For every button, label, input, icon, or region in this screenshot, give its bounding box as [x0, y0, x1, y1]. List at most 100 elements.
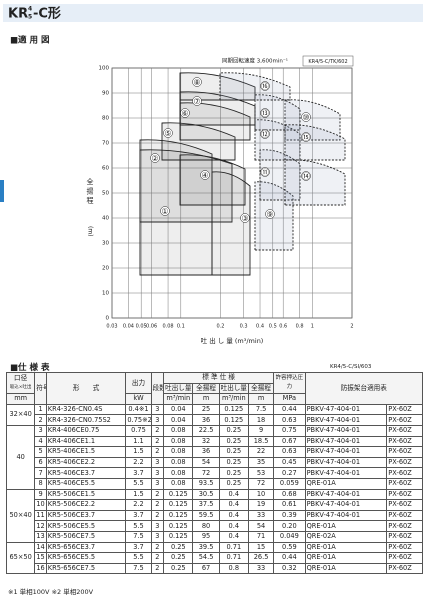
table-cell: QRE-01A [304, 562, 388, 575]
table-cell: QRE-01A [304, 477, 388, 490]
x-tick-label: 0.5 [269, 324, 277, 330]
table-cell: 2 [150, 435, 165, 448]
table-cell: PX-60Z [386, 435, 423, 448]
table-cell: 13 [34, 530, 47, 543]
table-cell: 59.5 [192, 509, 220, 522]
table-cell: 0.32 [273, 562, 306, 575]
table-cell: 50×40 [5, 488, 36, 543]
table-cell: 3 [150, 477, 165, 490]
table-row: 4 KR4-406CE1.1 1.1 2 0.08 32 0.25 18.5 0.67 PBKV-… [7, 435, 423, 448]
spec-code: KR4/5-C/SI/603 [330, 364, 372, 370]
table-cell: 30.5 [192, 488, 220, 501]
section-title: ■適 用 図 [10, 35, 49, 46]
table-cell: 80 [192, 520, 220, 532]
application-region [254, 94, 301, 131]
header-cell: 吐出し量 [218, 382, 249, 395]
table-cell: 2 [150, 446, 165, 458]
table-cell: PX-60Z [386, 467, 423, 479]
header-cell: 全揚程 [192, 382, 220, 395]
x-tick-label: 0.2 [216, 324, 224, 330]
table-cell: 0.08 [163, 456, 194, 469]
y-tick-label: 40 [102, 216, 109, 222]
table-cell: 53 [247, 467, 275, 479]
table-cell: 0.71 [218, 552, 249, 564]
table-row: 7 KR5-406CE3.7 3.7 3 0.08 72 0.25 53 0.27 PBKV-47… [7, 467, 423, 479]
table-cell: 7 [34, 467, 47, 479]
region-label: ⑭ [302, 172, 310, 181]
region-label: ⑧ [193, 78, 200, 87]
table-cell: 0.125 [163, 530, 194, 543]
table-cell: PX-60Z [386, 541, 423, 554]
title-band [3, 4, 423, 22]
table-cell: 25 [192, 403, 220, 416]
table-cell: 0.08 [163, 424, 194, 437]
table-cell: 40 [5, 424, 36, 490]
table-cell: PX-60Z [386, 403, 423, 416]
table-cell: 72 [192, 467, 220, 479]
table-cell: 19 [247, 499, 275, 511]
table-row: 11 KR5-506CE3.7 3.7 2 0.125 59.5 0.4 33 0.39 PBKV… [7, 509, 423, 522]
table-cell: 26.5 [247, 552, 275, 564]
table-cell: KR4-406CE0.75 [45, 424, 127, 437]
x-tick-label: 0.8 [296, 324, 304, 330]
table-cell: 3.7 [125, 467, 152, 479]
table-cell: 8 [34, 477, 47, 490]
region-marker [265, 209, 275, 219]
region-label: ⑯ [261, 82, 269, 91]
table-cell: 67 [192, 562, 220, 575]
table-cell: 16 [34, 562, 47, 575]
region-label: ⑩ [302, 113, 309, 122]
header-cell: kW [125, 393, 152, 405]
region-label: ① [161, 207, 168, 216]
table-cell: 14 [34, 541, 47, 554]
table-cell: 54 [247, 520, 275, 532]
table-cell: 0.44 [273, 552, 306, 564]
table-cell: QRE-01A [304, 552, 388, 564]
table-cell: 0.63 [273, 414, 306, 426]
x-tick-label: 1 [311, 324, 314, 330]
table-cell: PX-60Z [386, 446, 423, 458]
header-cell: 形 式 [45, 372, 127, 405]
table-cell: 22 [247, 446, 275, 458]
y-tick-label: 30 [102, 241, 109, 247]
table-cell: PBKV-47-404-01 [304, 467, 388, 479]
table-cell: 18.5 [247, 435, 275, 448]
table-row: 13 KR5-506CE7.5 7.5 3 0.125 95 0.4 71 0.049 QRE-0… [7, 530, 423, 543]
y-tick-label: 10 [102, 291, 109, 297]
table-cell: KR4-326-CN0.4S [45, 403, 127, 416]
title-suffix: -C形 [33, 7, 61, 22]
table-cell: 10 [34, 499, 47, 511]
region-marker [163, 128, 173, 138]
table-cell: 0.67 [273, 435, 306, 448]
header-cell: m [247, 393, 275, 405]
table-cell: KR5-506CE7.5 [45, 530, 127, 543]
table-cell: 0.4※1 [125, 403, 152, 416]
table-row: 40 3 KR4-406CE0.75 0.75 2 0.08 22.5 0.25 9 0.75 PB… [5, 424, 423, 490]
table-cell: QRE-01A [304, 541, 388, 554]
table-cell: 0.08 [163, 446, 194, 458]
region-label: ④ [201, 171, 208, 180]
table-cell: 65×50 [5, 541, 36, 575]
table-cell: 37.5 [192, 499, 220, 511]
table-cell: 72 [247, 477, 275, 490]
table-cell: 33 [247, 509, 275, 522]
table-cell: 0.125 [163, 499, 194, 511]
table-cell: PBKV-47-404-01 [304, 403, 388, 416]
table-cell: 0.08 [163, 467, 194, 479]
header-cell: 符号 [34, 372, 47, 405]
x-tick-label: 2 [350, 324, 353, 330]
table-cell: 15 [34, 552, 47, 564]
region-label: ② [151, 154, 158, 163]
header-cell: 口径 吸込×吐出 [5, 371, 36, 395]
x-tick-label: 0.6 [279, 324, 287, 330]
y-axis-label: 全 揚 程 [86, 177, 94, 204]
application-region [259, 149, 301, 201]
region-marker [260, 108, 270, 118]
region-marker [200, 170, 210, 180]
chart: KR 4 5 -C形 ■適 用 図 同期回転速度 3,600min⁻¹ KR4/… [3, 4, 423, 345]
table-cell: 5 [34, 446, 47, 458]
table-cell: 2 [150, 488, 165, 501]
footnote: ※1 単相100V ※2 単相200V [8, 588, 94, 596]
table-cell: 5.5 [125, 477, 152, 490]
table-cell: 1.5 [125, 446, 152, 458]
